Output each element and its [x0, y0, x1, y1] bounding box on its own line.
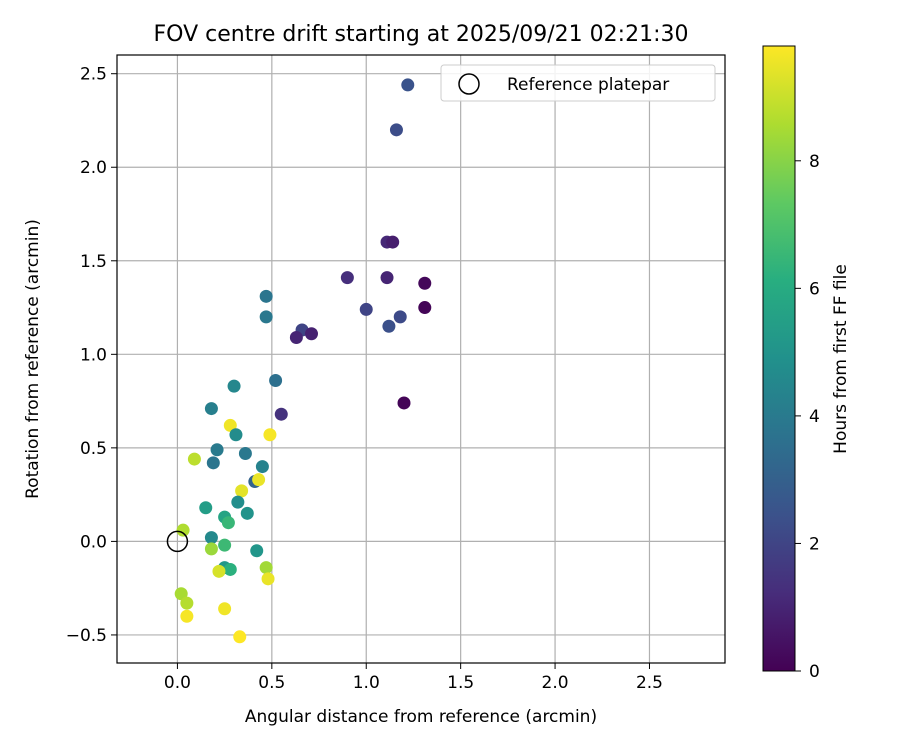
y-tick-label: −0.5 — [66, 626, 107, 646]
data-point — [250, 544, 264, 558]
colorbar: 0 2 4 6 8 Hours from first FF file — [762, 45, 851, 682]
data-point — [252, 473, 266, 487]
x-tick-label: 2.5 — [636, 673, 663, 693]
data-point — [218, 602, 232, 616]
data-point — [229, 428, 243, 442]
data-point — [255, 460, 269, 474]
data-point — [382, 319, 396, 333]
legend-marker-icon — [458, 73, 480, 95]
data-point — [210, 443, 224, 457]
data-point — [212, 564, 226, 578]
colorbar-tick-label: 4 — [809, 407, 820, 427]
data-point — [174, 587, 188, 601]
data-point — [418, 276, 432, 290]
data-point — [204, 531, 218, 545]
data-point — [223, 562, 237, 576]
data-point — [238, 446, 252, 460]
data-point — [240, 506, 254, 520]
x-tick-label: 2.0 — [542, 673, 569, 693]
data-point — [223, 418, 237, 432]
gridlines — [117, 55, 725, 663]
x-axis-label: Angular distance from reference (arcmin) — [245, 707, 597, 727]
data-point — [176, 523, 190, 537]
reference-marker — [166, 530, 189, 553]
data-point — [187, 452, 201, 466]
x-tick-label: 0.5 — [258, 673, 285, 693]
data-point — [397, 396, 411, 410]
y-tick-label: 0.0 — [80, 532, 107, 552]
colorbar-ticks: 0 2 4 6 8 — [795, 152, 820, 682]
colorbar-label: Hours from first FF file — [831, 264, 851, 454]
data-point — [386, 235, 400, 249]
data-point — [221, 516, 235, 530]
data-point — [274, 407, 288, 421]
colorbar-gradient — [762, 45, 796, 672]
data-point — [259, 310, 273, 324]
x-tick-label: 1.5 — [447, 673, 474, 693]
data-point — [199, 501, 213, 515]
legend-label: Reference platepar — [507, 75, 669, 95]
data-point — [180, 596, 194, 610]
colorbar-tick-label: 2 — [809, 534, 820, 554]
data-point — [235, 484, 249, 498]
data-point — [204, 402, 218, 416]
data-point — [393, 310, 407, 324]
colorbar-tick-label: 0 — [809, 662, 820, 682]
colorbar-tick-label: 6 — [809, 279, 820, 299]
y-axis-label: Rotation from reference (arcmin) — [23, 219, 43, 499]
data-point — [340, 271, 354, 285]
data-points — [174, 78, 432, 644]
data-point — [231, 495, 245, 509]
data-point — [227, 379, 241, 393]
x-tick-label: 1.0 — [353, 673, 380, 693]
data-point — [259, 289, 273, 303]
data-point — [206, 456, 220, 470]
y-tick-label: 2.0 — [80, 158, 107, 178]
data-point — [204, 542, 218, 556]
data-point — [380, 271, 394, 285]
y-tick-label: 0.5 — [80, 439, 107, 459]
colorbar-tick-label: 8 — [809, 152, 820, 172]
plot-frame — [116, 54, 726, 664]
data-point — [359, 302, 373, 316]
y-axis-ticks: −0.5 0.0 0.5 1.0 1.5 2.0 2.5 — [66, 65, 117, 646]
x-tick-label: 0.0 — [164, 673, 191, 693]
chart-title: FOV centre drift starting at 2025/09/21 … — [154, 22, 689, 47]
legend-box — [440, 64, 716, 102]
data-point — [259, 561, 273, 575]
data-point — [289, 330, 303, 344]
data-point — [180, 609, 194, 623]
data-point — [263, 428, 277, 442]
data-point — [269, 374, 283, 388]
y-tick-label: 1.0 — [80, 345, 107, 365]
data-point — [418, 301, 432, 315]
data-point — [401, 78, 415, 92]
data-point — [261, 572, 275, 586]
x-axis-ticks: 0.0 0.5 1.0 1.5 2.0 2.5 — [164, 663, 663, 693]
data-point — [389, 123, 403, 137]
reference-platepar-marker — [166, 530, 189, 553]
y-tick-label: 1.5 — [80, 252, 107, 272]
data-point — [233, 630, 247, 644]
legend: Reference platepar — [440, 64, 716, 102]
data-point — [304, 327, 318, 341]
y-tick-label: 2.5 — [80, 65, 107, 85]
data-point — [218, 538, 232, 552]
